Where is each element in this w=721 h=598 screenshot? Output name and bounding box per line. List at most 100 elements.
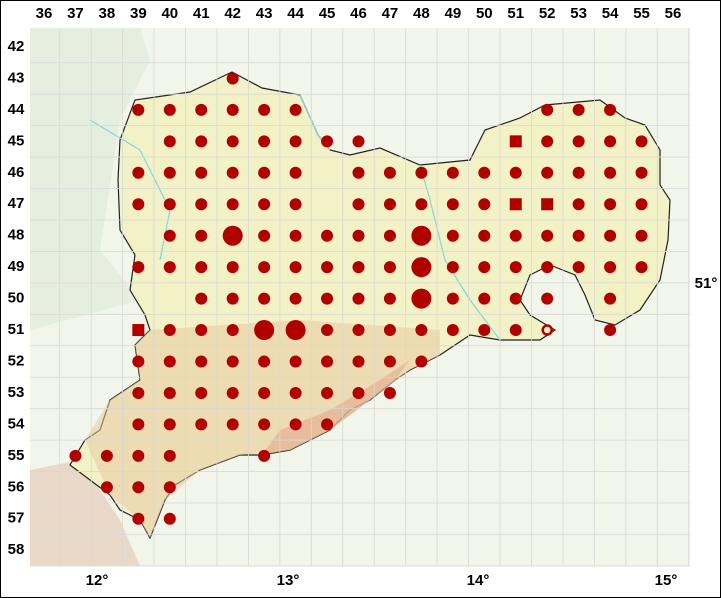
record-dot <box>132 512 145 525</box>
record-dot <box>258 103 271 116</box>
record-dot <box>446 166 459 179</box>
record-dot <box>132 481 145 494</box>
record-dot <box>226 418 239 431</box>
column-label: 49 <box>445 5 462 22</box>
longitude-label: 14° <box>467 572 490 589</box>
record-dot <box>132 418 145 431</box>
record-dot <box>446 198 459 211</box>
record-dot <box>226 292 239 305</box>
record-dot <box>604 103 617 116</box>
record-dot <box>132 103 145 116</box>
column-label: 44 <box>287 5 304 22</box>
row-label: 55 <box>8 447 25 464</box>
record-dot <box>258 261 271 274</box>
column-label: 53 <box>570 5 587 22</box>
record-dot <box>195 103 208 116</box>
record-large-dot <box>254 320 275 341</box>
record-dot <box>289 418 302 431</box>
record-dot <box>604 292 617 305</box>
record-dot <box>352 292 365 305</box>
record-dot <box>132 355 145 368</box>
record-dot <box>132 166 145 179</box>
record-dot <box>226 103 239 116</box>
row-label: 50 <box>8 290 25 307</box>
record-dot <box>195 198 208 211</box>
record-dot <box>321 355 334 368</box>
record-dot <box>509 292 522 305</box>
row-label: 44 <box>8 101 25 118</box>
row-label: 48 <box>8 227 25 244</box>
record-dot <box>226 135 239 148</box>
record-large-dot <box>411 288 432 309</box>
record-dot <box>69 449 82 462</box>
record-dot <box>478 166 491 179</box>
record-dot <box>635 198 648 211</box>
record-dot <box>289 261 302 274</box>
column-label: 39 <box>130 5 147 22</box>
record-dot <box>604 198 617 211</box>
row-label: 43 <box>8 69 25 86</box>
column-label: 56 <box>665 5 682 22</box>
column-label: 47 <box>382 5 399 22</box>
terrain <box>30 460 140 566</box>
row-label: 56 <box>8 478 25 495</box>
row-label: 58 <box>8 541 25 558</box>
record-dot <box>163 386 176 399</box>
record-dot <box>321 229 334 242</box>
record-dot <box>195 166 208 179</box>
record-dot <box>321 418 334 431</box>
record-dot <box>478 229 491 242</box>
record-dot <box>446 324 459 337</box>
record-large-dot <box>411 225 432 246</box>
column-label: 55 <box>633 5 650 22</box>
record-dot <box>604 324 617 337</box>
record-large-dot <box>222 225 243 246</box>
record-dot <box>163 355 176 368</box>
record-dot <box>258 355 271 368</box>
record-square <box>509 198 522 211</box>
latitude-label: 51° <box>695 275 718 292</box>
record-dot <box>541 103 554 116</box>
record-dot <box>289 229 302 242</box>
record-dot <box>100 449 113 462</box>
record-dot <box>226 355 239 368</box>
record-dot <box>321 261 334 274</box>
record-dot <box>100 481 113 494</box>
row-label: 42 <box>8 38 25 55</box>
record-large-dot <box>411 257 432 278</box>
record-dot <box>132 198 145 211</box>
record-dot <box>478 198 491 211</box>
record-dot <box>258 229 271 242</box>
record-dot <box>258 166 271 179</box>
record-dot <box>541 292 554 305</box>
record-dot <box>226 261 239 274</box>
record-dot <box>478 261 491 274</box>
column-label: 43 <box>256 5 273 22</box>
record-dot <box>383 324 396 337</box>
row-label: 49 <box>8 258 25 275</box>
record-dot <box>163 512 176 525</box>
record-ring <box>541 324 553 336</box>
record-dot <box>415 166 428 179</box>
record-dot <box>195 135 208 148</box>
record-dot <box>352 198 365 211</box>
row-label: 47 <box>8 195 25 212</box>
record-dot <box>352 166 365 179</box>
record-square <box>541 198 554 211</box>
row-label: 46 <box>8 164 25 181</box>
record-dot <box>163 135 176 148</box>
record-dot <box>383 166 396 179</box>
column-label: 38 <box>99 5 116 22</box>
record-dot <box>163 229 176 242</box>
record-dot <box>195 292 208 305</box>
column-label: 37 <box>67 5 84 22</box>
record-dot <box>509 166 522 179</box>
record-dot <box>289 103 302 116</box>
record-dot <box>446 292 459 305</box>
record-dot <box>415 198 428 211</box>
row-label: 52 <box>8 352 25 369</box>
record-dot <box>258 198 271 211</box>
record-dot <box>415 355 428 368</box>
